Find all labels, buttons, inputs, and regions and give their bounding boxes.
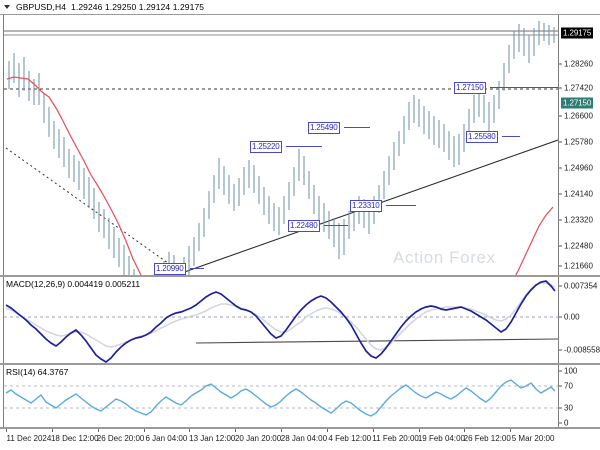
time-tick-11 [510, 429, 512, 432]
macd-panel[interactable]: MACD(12,26,9) 0.004419 0.005211 0.007354… [0, 276, 600, 364]
time-label-9: 19 Feb 04:00 [417, 434, 465, 443]
time-label-3: 6 Jan 04:00 [145, 434, 188, 443]
price-tag-122480[interactable]: 1.22480 [288, 220, 320, 232]
price-tick-124140: 1.24140 [559, 190, 593, 199]
rsi-line [5, 379, 556, 417]
price-tick-126600: 1.26600 [559, 112, 593, 121]
price-tag-125220[interactable]: 1.25220 [250, 141, 282, 153]
rsi-tick-0: 0 [559, 419, 568, 428]
price-tick-124960: 1.24960 [559, 164, 593, 173]
price-tick-128260: 1.28260 [559, 60, 593, 69]
chevron-down-icon[interactable] [4, 5, 10, 9]
time-label-8: 11 Feb 20:00 [372, 434, 419, 443]
time-tick-5 [235, 429, 237, 432]
rsi-plot-area[interactable] [4, 365, 558, 427]
macd-tick-lower: -0.008558 [559, 346, 600, 355]
rsi-tick-30: 30 [559, 404, 573, 413]
price-tag-125490[interactable]: 1.25490 [308, 122, 340, 134]
rsi-panel-axis-border [558, 365, 559, 427]
time-axis[interactable]: 11 Dec 2024 18 Dec 12:00 26 Dec 20:00 6 Jan… [0, 428, 600, 450]
price-plot-area[interactable]: 1.27150 1.25490 1.25580 1.25220 1.23310 … [4, 15, 558, 275]
price-tag-leader-120990 [190, 268, 204, 269]
time-label-1: 18 Dec 12:00 [50, 434, 99, 443]
price-tag-leader-127150 [490, 87, 558, 88]
macd-panel-axis-border [558, 277, 559, 363]
price-tag-127150[interactable]: 1.27150 [454, 82, 486, 94]
price-axis[interactable]: 1.29175 1.28260 1.27420 1.27150 1.26600 … [559, 15, 600, 288]
macd-trendline [195, 338, 558, 344]
price-panel-axis-border [558, 15, 559, 275]
symbol-bar: GBPUSD,H4 1.29246 1.29250 1.29124 1.2917… [0, 0, 600, 14]
watermark: Action Forex [393, 248, 496, 267]
price-tag-120990[interactable]: 1.20990 [154, 263, 186, 275]
price-tag-leader-123310 [386, 205, 416, 206]
time-tick-7 [326, 429, 328, 432]
price-series-svg [4, 21, 558, 275]
rsi-axis[interactable]: 100 70 30 0 [559, 365, 600, 428]
time-tick-3 [143, 429, 145, 432]
macd-tick-zero: 0.00 [559, 313, 580, 322]
rsi-tick-100: 100 [559, 367, 577, 376]
macd-plot-area[interactable] [4, 277, 558, 363]
rsi-panel-left-border [3, 365, 4, 427]
price-tick-121660: 1.21660 [559, 262, 593, 271]
highlight-price-box: 1.27150 [561, 97, 594, 109]
time-label-11: 5 Mar 20:00 [511, 434, 555, 443]
price-tick-122480: 1.22480 [559, 242, 593, 251]
time-label-5: 20 Jan 20:00 [234, 434, 282, 443]
rsi-caption: RSI(14) 64.3767 [6, 367, 69, 377]
price-tick-125780: 1.25780 [559, 138, 593, 147]
time-label-6: 28 Jan 04:00 [280, 434, 328, 443]
macd-panel-left-border [3, 277, 4, 363]
price-tag-123310[interactable]: 1.23310 [350, 200, 382, 212]
descending-dotted-trendline [5, 147, 183, 274]
time-tick-9 [418, 429, 420, 432]
price-panel-left-border [3, 15, 4, 275]
rsi-series-svg [4, 379, 558, 417]
current-price-box: 1.29175 [561, 27, 594, 39]
time-tick-4 [189, 429, 191, 432]
time-label-10: 26 Feb 12:00 [463, 434, 511, 443]
price-tag-leader-122480 [324, 225, 348, 226]
time-label-2: 26 Dec 20:00 [96, 434, 145, 443]
ohlc-values: 1.29246 1.29250 1.29124 1.29175 [71, 2, 205, 12]
moving-average-line [6, 76, 554, 275]
macd-tick-upper: 0.007354 [559, 282, 597, 291]
time-tick-0 [6, 429, 7, 432]
time-tick-8 [372, 429, 374, 432]
price-panel[interactable]: Action Forex [0, 14, 600, 288]
time-label-0: 11 Dec 2024 [6, 434, 52, 443]
time-tick-6 [281, 429, 282, 432]
macd-main-line [5, 280, 556, 363]
macd-series-svg [4, 280, 558, 363]
time-tick-1 [51, 429, 53, 432]
price-tick-123320: 1.23320 [559, 216, 593, 225]
price-tag-leader-125220 [286, 146, 322, 147]
macd-axis[interactable]: 0.007354 0.00 -0.008558 [559, 277, 600, 363]
price-tick-127420: 1.27420 [559, 84, 593, 93]
rsi-panel[interactable]: RSI(14) 64.3767 100 70 30 0 [0, 364, 600, 428]
symbol-label: GBPUSD,H4 [16, 2, 67, 12]
price-tag-125580[interactable]: 1.25580 [466, 131, 498, 143]
time-tick-10 [464, 429, 466, 432]
time-tick-2 [97, 429, 99, 432]
price-tag-leader-125490 [344, 127, 370, 128]
time-label-7: 4 Feb 12:00 [328, 434, 372, 443]
time-label-4: 13 Jan 12:00 [189, 434, 236, 443]
macd-caption: MACD(12,26,9) 0.004419 0.005211 [6, 279, 141, 289]
rsi-tick-70: 70 [559, 382, 573, 391]
price-tag-leader-125580 [502, 136, 520, 137]
